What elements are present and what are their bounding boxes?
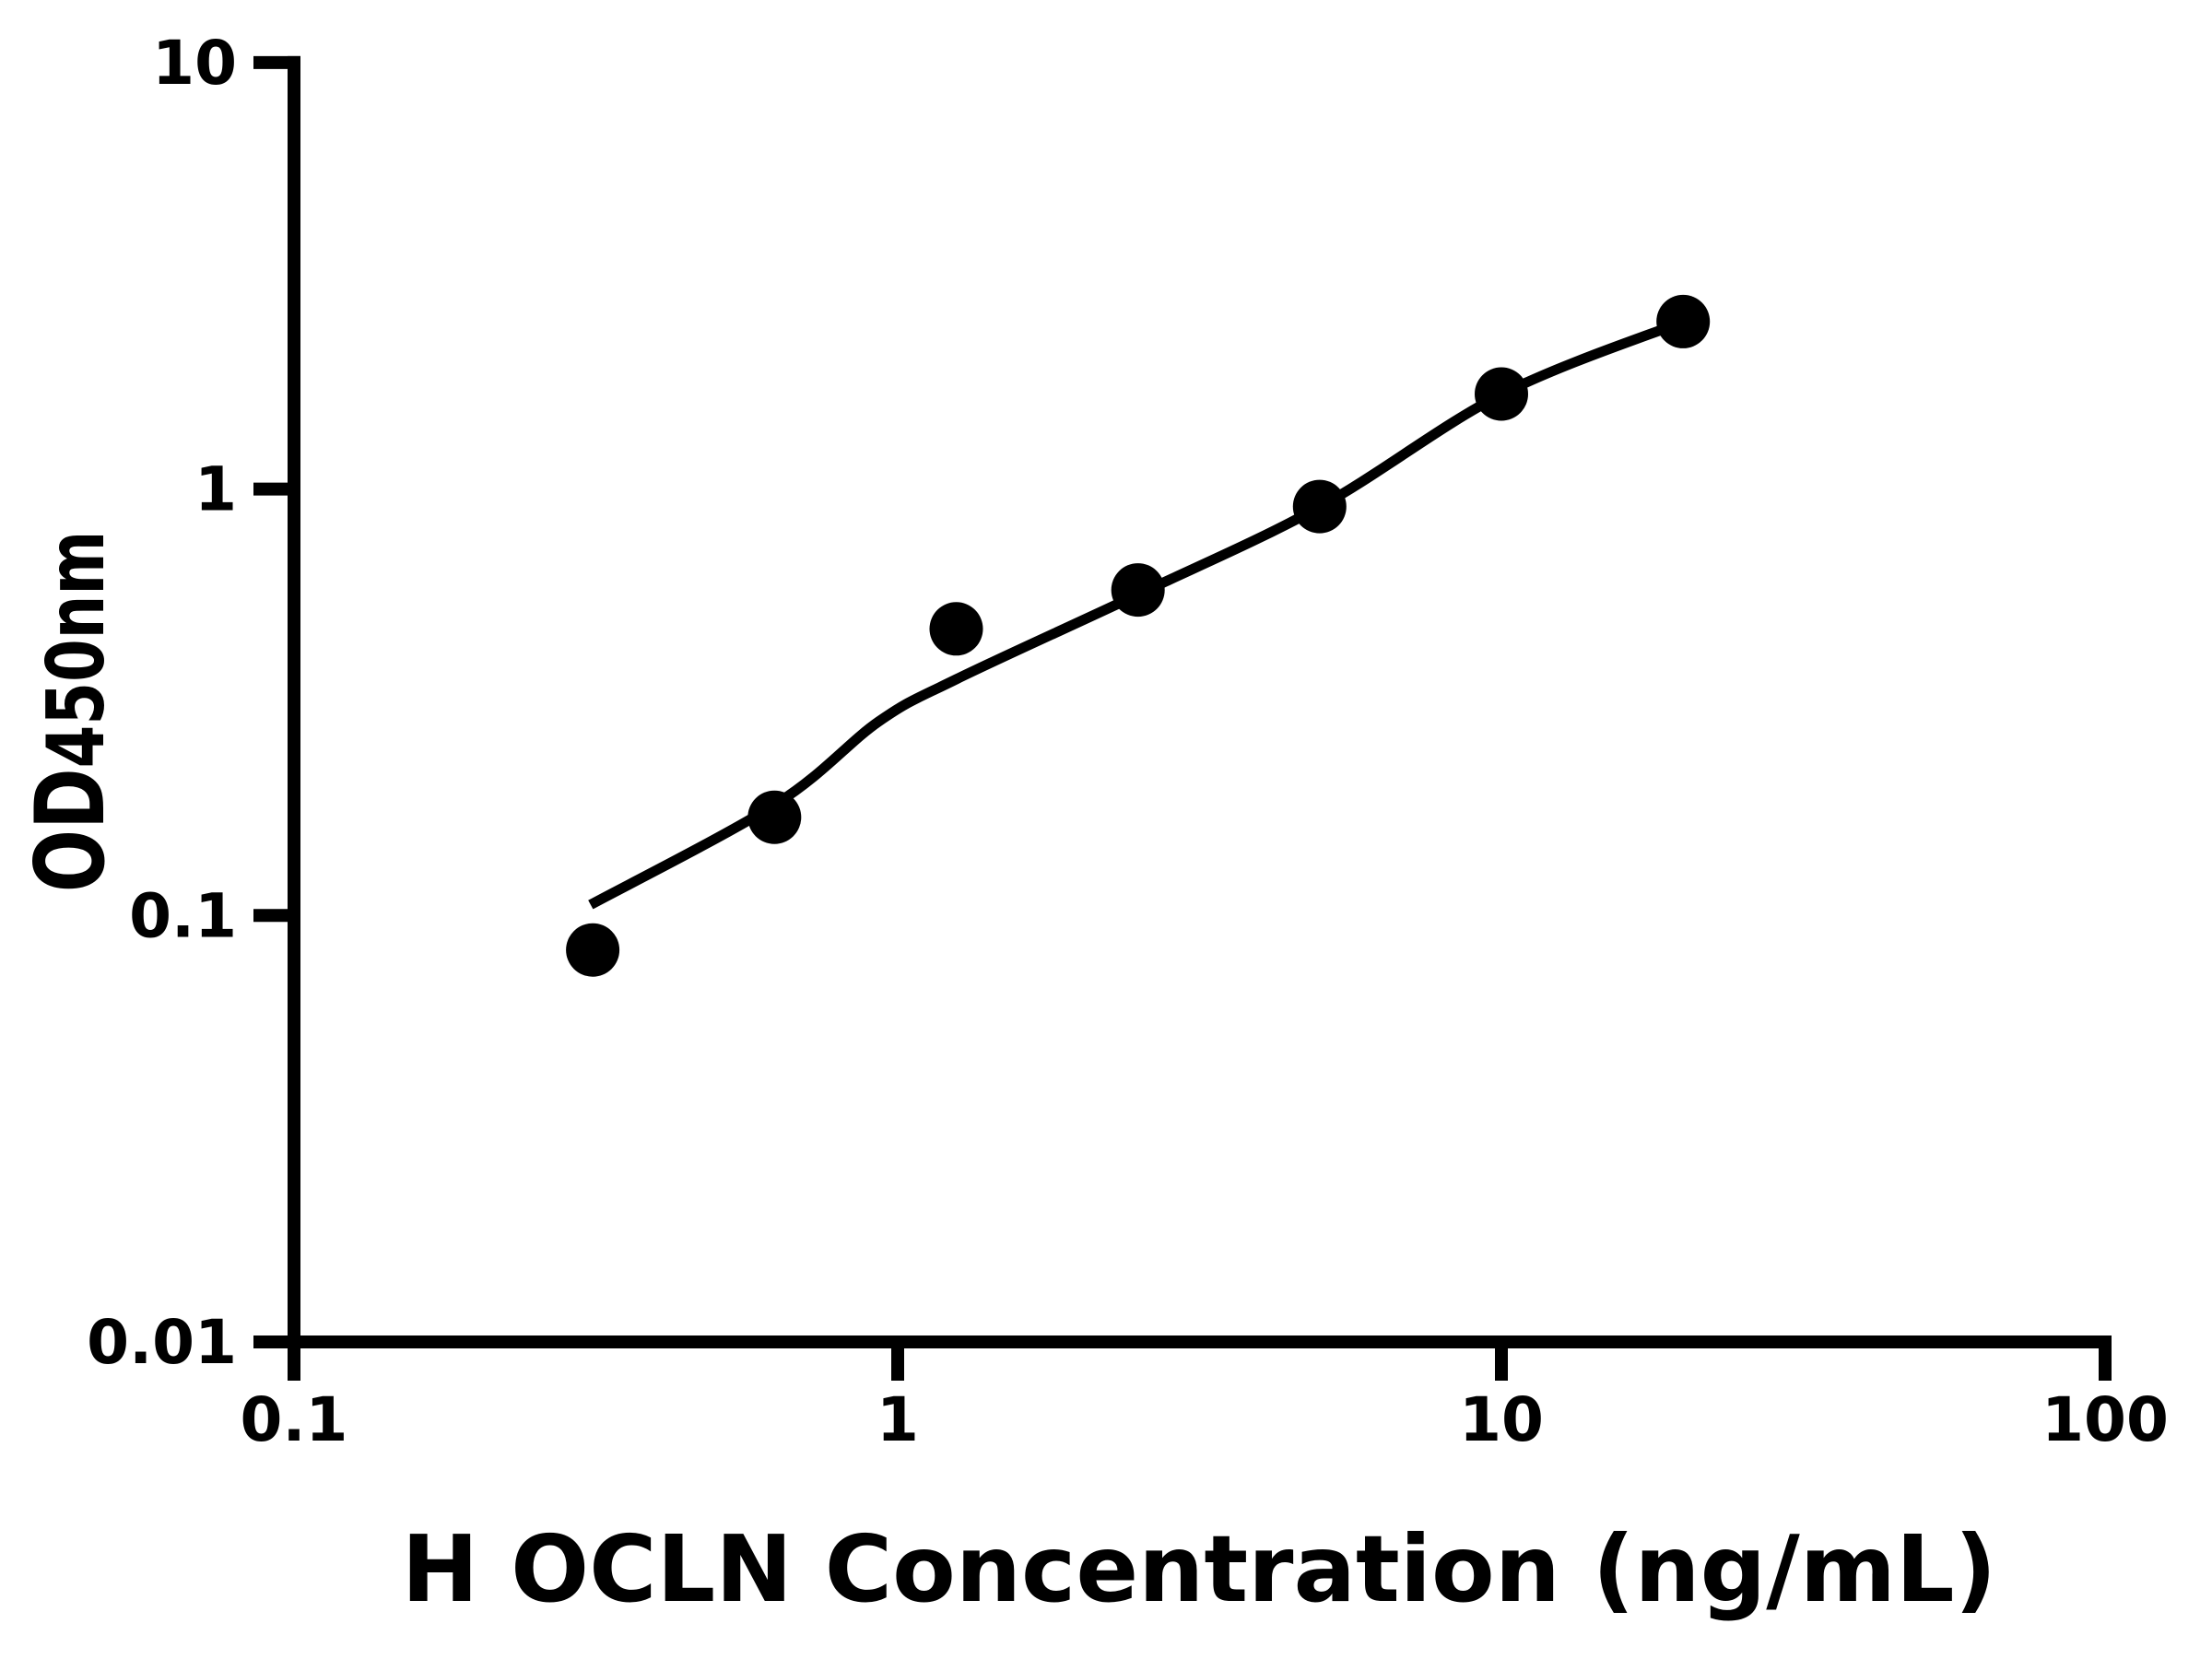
data-point [1111,563,1165,618]
x-tick-label: 0.1 [241,1384,348,1455]
x-axis-title: H OCLN Concentration (ng/mL) [402,1515,1997,1623]
y-tick-label: 1 [194,454,237,525]
y-axis-title-sub: 450nm [30,531,123,769]
x-tick-label: 100 [2041,1384,2169,1455]
data-point [929,602,983,656]
y-axis-title: OD450nm [15,531,125,893]
data-point [1656,294,1711,348]
y-tick-label: 10 [152,28,237,99]
data-point [566,923,620,977]
data-point [1475,367,1528,421]
data-points-layer [566,294,1711,977]
data-point [747,790,802,844]
x-tick-label: 1 [877,1384,919,1455]
y-axis-title-main: OD [15,768,125,892]
y-tick-label: 0.01 [87,1307,237,1378]
x-tick-label: 10 [1459,1384,1544,1455]
y-tick-label: 0.1 [129,880,237,951]
data-point [1292,479,1347,534]
